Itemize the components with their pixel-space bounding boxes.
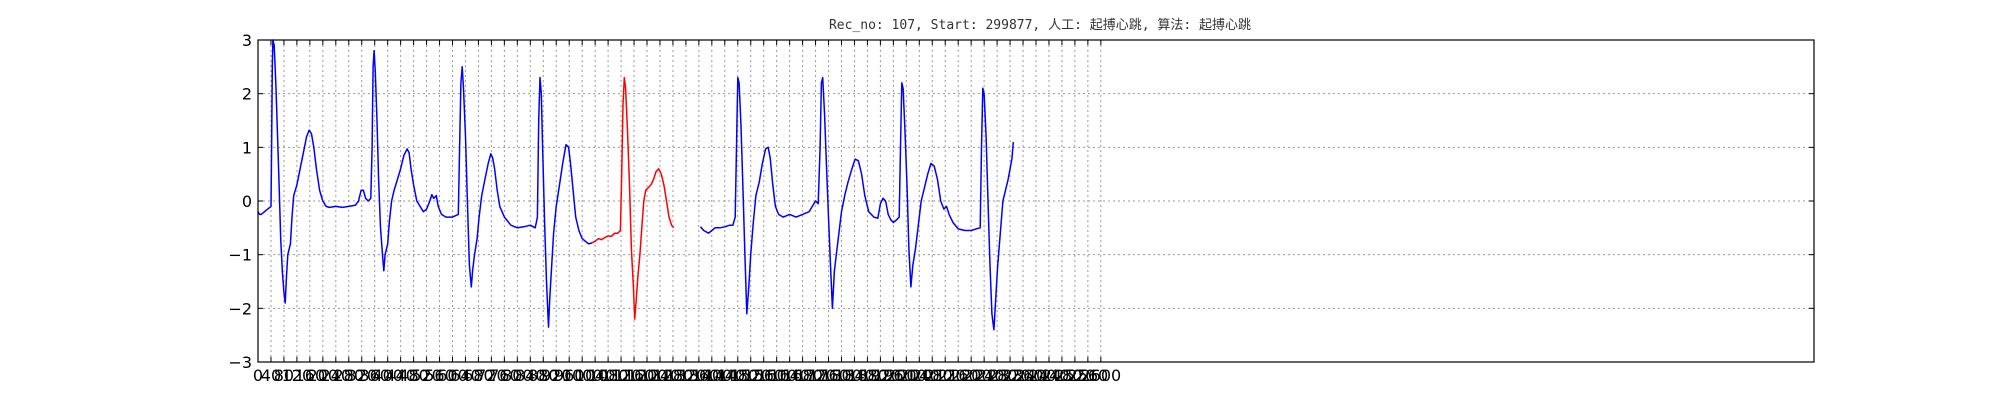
x-tick-label: 1160 [614,366,655,385]
x-tick-label: 1520 [730,366,771,385]
x-tick-label: 80 [274,366,294,385]
x-tick-label: 880 [528,366,559,385]
x-tick-label: 440 [385,366,416,385]
x-tick-label: 840 [515,366,546,385]
y-tick-label: −1 [228,246,252,265]
x-tick-label: 1400 [691,366,732,385]
x-tick-label: 1560 [743,366,784,385]
x-tick-label: 1480 [717,366,758,385]
x-tick-label: 1600 [756,366,797,385]
x-tick-label: 2200 [951,366,992,385]
x-tick-label: 40 [261,366,281,385]
x-tick-label: 1960 [873,366,914,385]
x-tick-label: 720 [476,366,507,385]
chart-title: Rec_no: 107, Start: 299877, 人工: 起搏心跳, 算法… [829,17,1251,33]
x-tick-label: 1080 [588,366,629,385]
x-tick-label: 2360 [1003,366,1044,385]
grid-layer [257,39,1814,363]
x-tick-label: 200 [308,366,339,385]
x-tick-label: 1320 [666,366,707,385]
x-tick-label: 1840 [834,366,875,385]
x-tick-label: 2480 [1042,366,1083,385]
x-tick-label: 640 [450,366,481,385]
y-tick-label: −3 [228,353,252,372]
x-tick-label: 2040 [899,366,940,385]
ecg-trace-red [591,76,675,320]
x-tick-label: 2240 [964,366,1005,385]
x-tick-label: 960 [554,366,585,385]
x-tick-label: 2000 [886,366,927,385]
x-tick-label: 1440 [704,366,745,385]
x-tick-label: 120 [282,366,313,385]
x-tick-label: 2080 [912,366,953,385]
series-layer [257,39,1015,331]
x-tick-label: 2320 [990,366,1031,385]
x-tick-label: 1040 [575,366,616,385]
x-tick-label: 1280 [653,366,694,385]
x-tick-label: 2560 [1068,366,1109,385]
x-tick-label: 1000 [562,366,603,385]
x-tick-label: 480 [398,366,429,385]
x-tick-label: 760 [489,366,520,385]
x-tick-label: 1880 [847,366,888,385]
x-tick-label: 560 [424,366,455,385]
x-tick-label: 1120 [601,366,642,385]
y-tick-label: 0 [242,192,252,211]
x-tick-label: 2520 [1055,366,1096,385]
x-tick-label: 360 [359,366,390,385]
x-tick-label: 680 [463,366,494,385]
ecg-trace-blue [699,76,1015,331]
x-tick-label: 2160 [938,366,979,385]
x-tick-label: 1760 [808,366,849,385]
x-tick-label: 920 [541,366,572,385]
x-tick-label: 600 [437,366,468,385]
y-tick-label: −2 [228,299,252,318]
y-tick-label: 3 [242,31,252,50]
x-tick-label: 2120 [925,366,966,385]
x-tick-label: 1240 [640,366,681,385]
y-tick-label: 1 [242,138,252,157]
x-tick-label: 0 [253,366,263,385]
x-tick-label: 1920 [860,366,901,385]
x-tick-label: 1720 [795,366,836,385]
x-tick-label: 1680 [782,366,823,385]
x-tick-label: 240 [321,366,352,385]
x-tick-label: 1360 [679,366,720,385]
x-tick-label: 800 [502,366,533,385]
x-tick-label: 320 [346,366,377,385]
x-tick-label: 1200 [627,366,668,385]
ecg-trace-blue [257,39,593,328]
x-tick-label: 520 [411,366,442,385]
x-tick-label: 2400 [1016,366,1057,385]
x-tick-label: 1800 [821,366,862,385]
x-tick-label: 280 [333,366,364,385]
x-tick-label: 1640 [769,366,810,385]
axis-layer: −3−2−10123040801201602002402803203604004… [228,31,1814,385]
x-tick-label: 2280 [977,366,1018,385]
x-tick-label: 400 [372,366,403,385]
x-tick-label: 160 [295,366,326,385]
y-tick-label: 2 [242,85,252,104]
x-tick-label: 2600 [1080,366,1121,385]
x-tick-label: 2440 [1029,366,1070,385]
